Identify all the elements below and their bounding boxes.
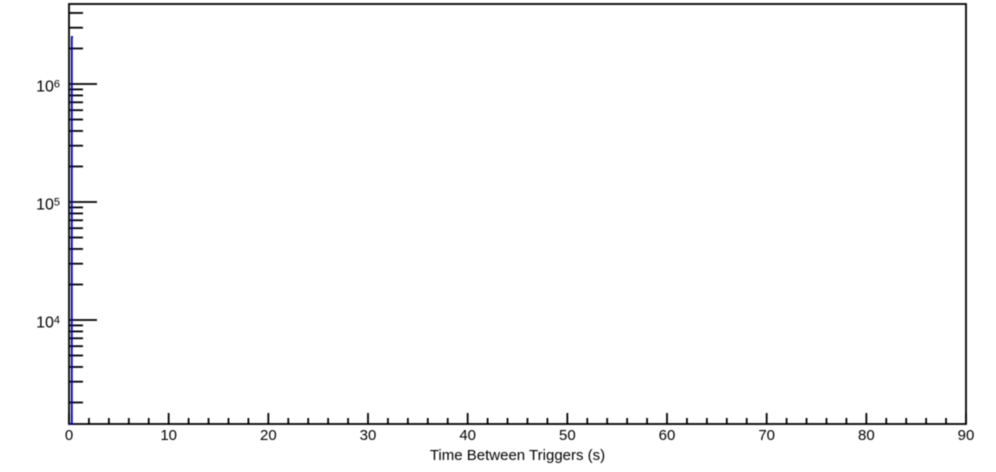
svg-text:104: 104	[36, 314, 60, 331]
svg-text:70: 70	[758, 427, 775, 444]
svg-text:20: 20	[260, 427, 277, 444]
svg-text:80: 80	[858, 427, 875, 444]
svg-text:40: 40	[459, 427, 476, 444]
svg-text:60: 60	[659, 427, 676, 444]
svg-text:0: 0	[65, 427, 73, 444]
svg-text:Time Between Triggers (s): Time Between Triggers (s)	[430, 447, 605, 464]
svg-text:90: 90	[958, 427, 975, 444]
svg-text:10: 10	[160, 427, 177, 444]
svg-text:105: 105	[36, 196, 60, 213]
svg-text:30: 30	[360, 427, 377, 444]
svg-text:106: 106	[36, 78, 60, 95]
svg-text:50: 50	[559, 427, 576, 444]
